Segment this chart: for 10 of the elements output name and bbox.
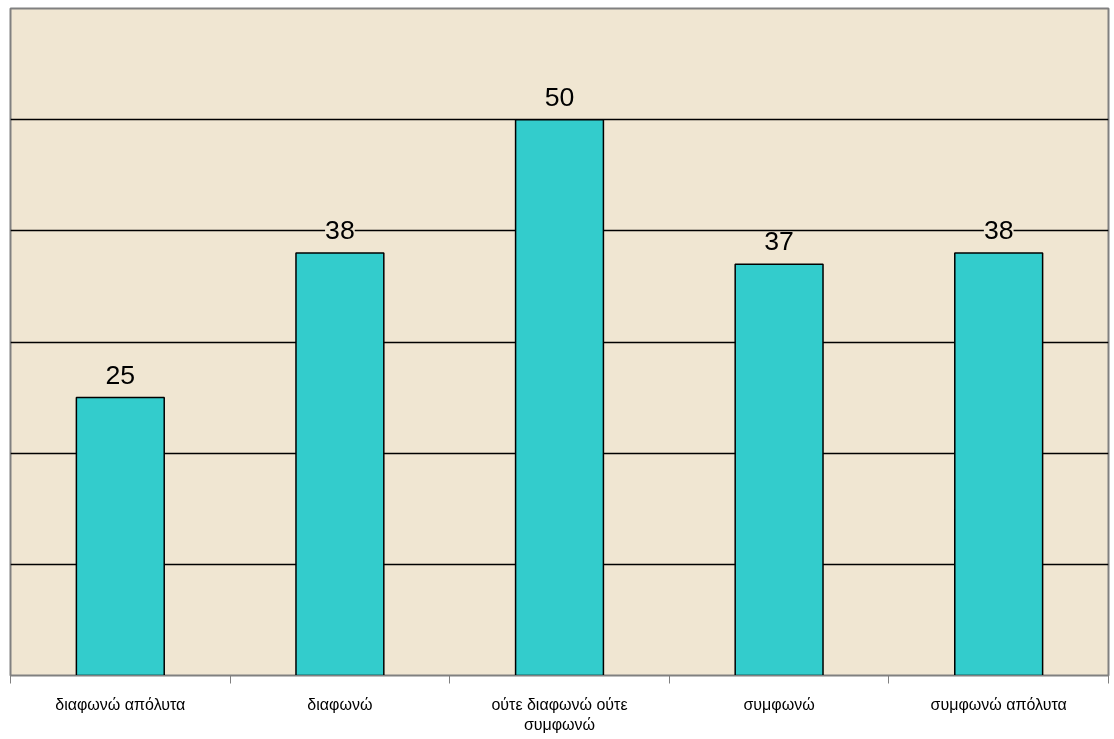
data-label: 38 [325,215,355,246]
data-label: 38 [983,215,1014,246]
data-label: 25 [105,359,136,390]
x-tick-label: διαφωνώ [307,695,373,713]
data-label: 37 [764,226,794,257]
x-tick-label: συμφωνώ απόλυτα [930,695,1067,713]
x-tick-label: ούτε διαφωνώ ούτε συμφωνώ [491,695,628,733]
x-tick-label: διαφωνώ απόλυτα [55,695,186,713]
data-label: 50 [544,81,575,112]
x-tick-label: συμφωνώ [743,695,815,713]
